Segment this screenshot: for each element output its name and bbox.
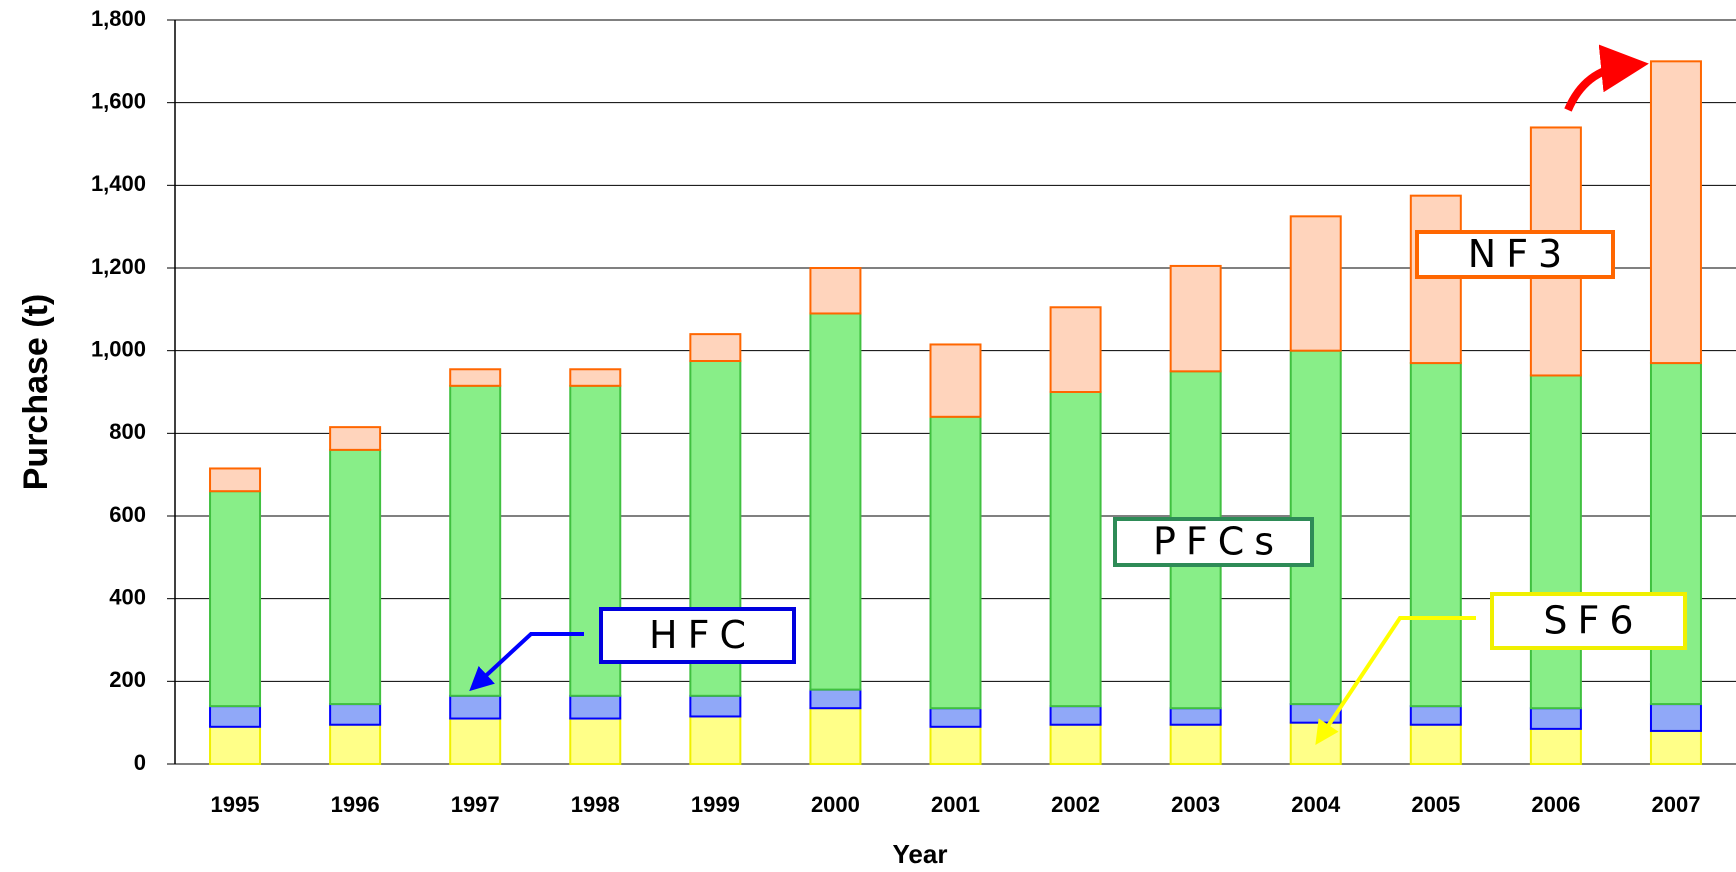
- sf6-arrow: [1315, 616, 1476, 745]
- bar-segment: [809, 688, 862, 710]
- bar-segment: [449, 717, 502, 765]
- bar-segment: [929, 343, 982, 418]
- x-tick-label: 2005: [1411, 792, 1460, 817]
- x-tick-label: 2001: [931, 792, 980, 817]
- bar-segment: [809, 312, 862, 691]
- y-axis-title: Purchase (t): [17, 294, 55, 491]
- bar-segment: [1529, 707, 1582, 730]
- x-tick-label: 1996: [331, 792, 380, 817]
- nf3-arrow: [1564, 44, 1649, 112]
- bar-segment: [1169, 723, 1222, 766]
- bar-segment: [1409, 723, 1462, 766]
- bar-segment: [1409, 705, 1462, 726]
- bar-segment: [1649, 60, 1702, 365]
- bar-segment: [1649, 703, 1702, 732]
- y-tick-label: 1,600: [91, 88, 146, 113]
- bar-segment: [449, 694, 502, 720]
- annotation-label: NF3: [1468, 232, 1572, 276]
- bar-segment: [209, 467, 262, 493]
- x-tick-label: 2002: [1051, 792, 1100, 817]
- x-tick-label: 2007: [1651, 792, 1700, 817]
- bar-segment: [209, 705, 262, 728]
- bar-segment: [569, 717, 622, 765]
- bar-segment: [1289, 721, 1342, 766]
- bar-segment: [1169, 264, 1222, 373]
- bar-segment: [1289, 215, 1342, 352]
- y-tick-label: 400: [109, 584, 146, 609]
- annotation-box: [1490, 592, 1687, 650]
- y-tick-label: 200: [109, 667, 146, 692]
- x-tick-label: 1999: [691, 792, 740, 817]
- y-tick-label: 1,800: [91, 6, 146, 31]
- bar-segment: [1049, 723, 1102, 766]
- bar-segment: [1409, 362, 1462, 708]
- bar-segment: [1649, 729, 1702, 766]
- y-tick-label: 1,000: [91, 336, 146, 361]
- x-tick-label: 2000: [811, 792, 860, 817]
- bar-segment: [209, 490, 262, 708]
- bar-segment: [329, 723, 382, 766]
- annotation-label: SF6: [1543, 599, 1643, 643]
- bar-segment: [1529, 727, 1582, 765]
- bar-segment: [449, 384, 502, 697]
- annotation-label: HFC: [649, 613, 756, 657]
- bar-segment: [329, 448, 382, 706]
- annotation-label: PFCs: [1153, 520, 1284, 564]
- x-tick-label: 2006: [1531, 792, 1580, 817]
- x-tick-label: 2004: [1291, 792, 1341, 817]
- y-tick-label: 0: [134, 750, 146, 775]
- bar-segment: [569, 694, 622, 720]
- bar-segment: [329, 703, 382, 726]
- bar-segment: [929, 415, 982, 710]
- x-tick-label: 1997: [451, 792, 500, 817]
- bar-segment: [329, 426, 382, 451]
- bar-segment: [929, 725, 982, 765]
- x-axis-title: Year: [893, 839, 948, 869]
- bar-segment: [1049, 705, 1102, 726]
- y-tick-label: 1,400: [91, 171, 146, 196]
- x-tick-label: 1998: [571, 792, 620, 817]
- annotation-box: [1113, 517, 1314, 567]
- y-tick-label: 600: [109, 502, 146, 527]
- bar-segment: [689, 694, 742, 718]
- bar-segment: [1649, 362, 1702, 706]
- bar-segment: [209, 725, 262, 765]
- bar-segment: [1049, 306, 1102, 393]
- bar-segment: [809, 267, 862, 315]
- bar-segment: [569, 368, 622, 387]
- annotation-box: [599, 607, 796, 664]
- y-tick-label: 1,200: [91, 254, 146, 279]
- bar-segment: [1409, 194, 1462, 365]
- hfc-arrow: [469, 632, 584, 692]
- x-tick-label: 2003: [1171, 792, 1220, 817]
- bar-segment: [1529, 374, 1582, 710]
- annotation-box: [1415, 230, 1615, 279]
- bar-segment: [449, 368, 502, 387]
- bar-segment: [689, 715, 742, 766]
- bar-segment: [1049, 391, 1102, 708]
- y-tick-label: 800: [109, 419, 146, 444]
- bar-segment: [689, 333, 742, 362]
- x-tick-label: 1995: [211, 792, 260, 817]
- bar-segment: [1169, 707, 1222, 726]
- bar-segment: [929, 707, 982, 728]
- bar-segment: [809, 707, 862, 766]
